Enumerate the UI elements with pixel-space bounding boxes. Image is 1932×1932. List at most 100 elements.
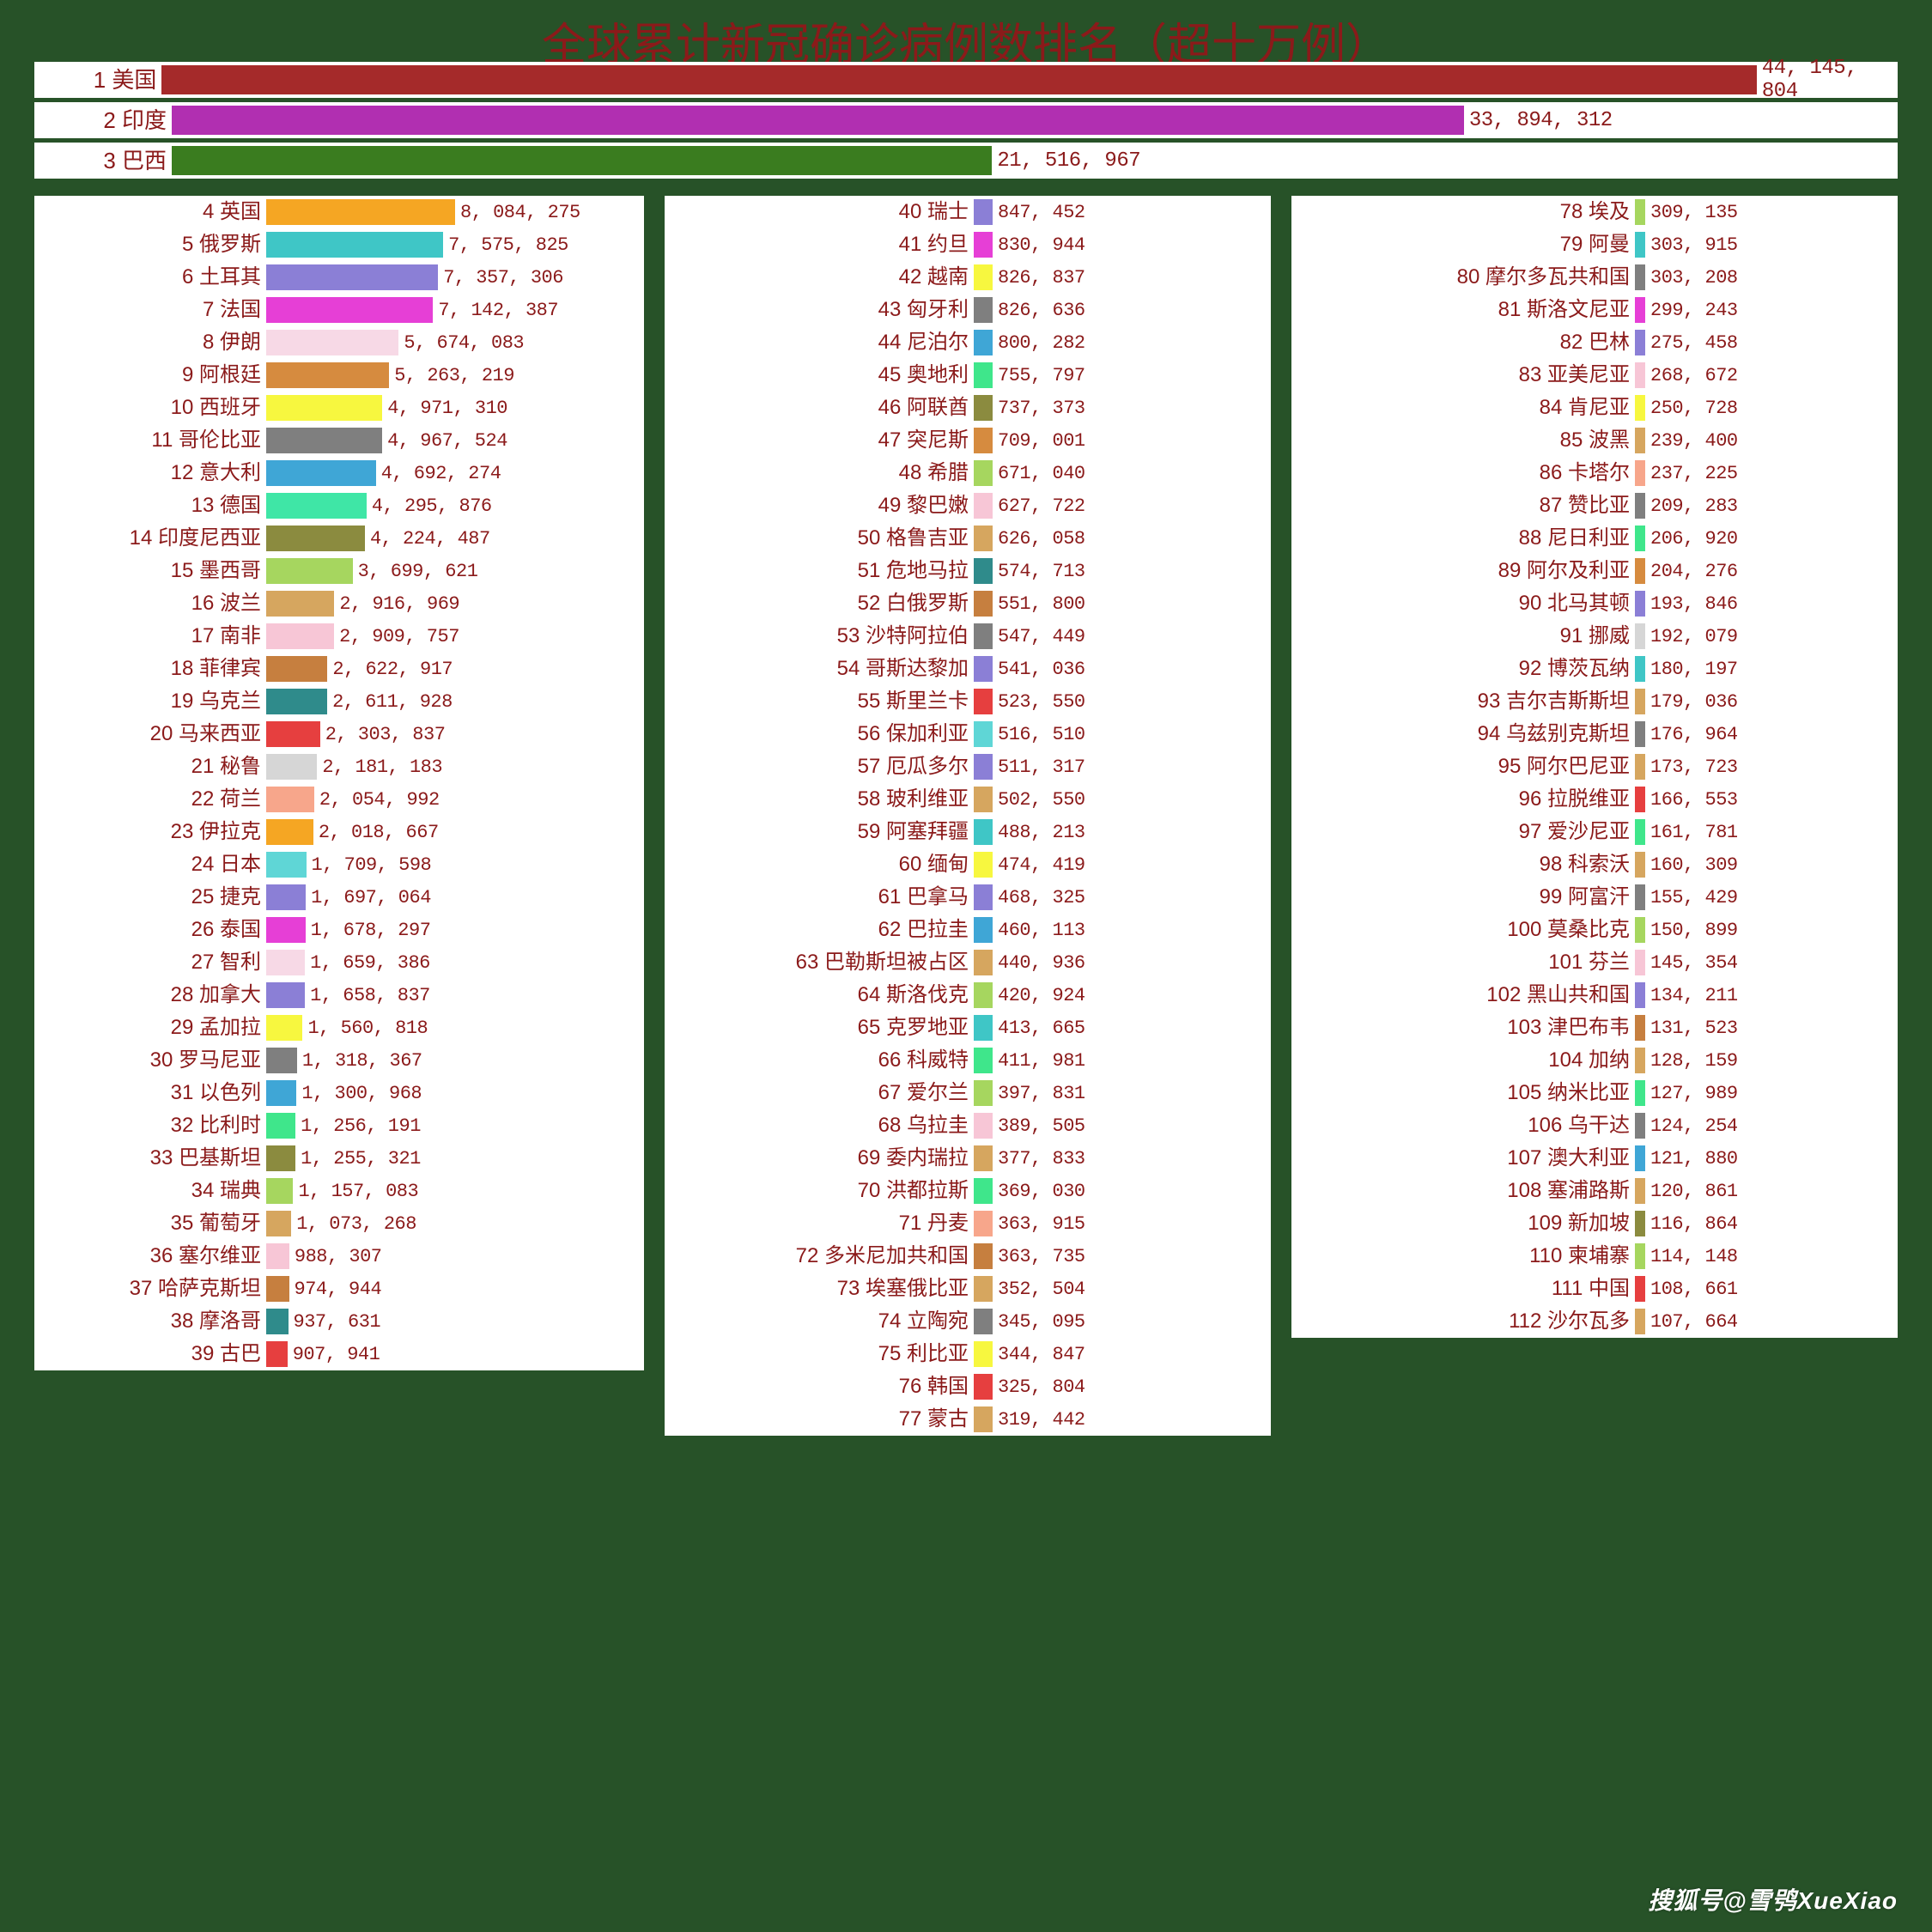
rank-label: 47 突尼斯 (665, 424, 974, 457)
rank-label: 85 波黑 (1291, 424, 1635, 457)
bar (974, 689, 993, 714)
chart-row: 21 秘鲁2, 181, 183 (34, 750, 644, 783)
chart-row: 78 埃及309, 135 (1291, 196, 1898, 228)
value-label: 145, 354 (1645, 952, 1738, 974)
value-label: 440, 936 (993, 952, 1085, 974)
rank-label: 94 乌兹别克斯坦 (1291, 718, 1635, 750)
bar (1635, 982, 1645, 1008)
chart-row: 106 乌干达124, 254 (1291, 1109, 1898, 1142)
chart-row: 61 巴拿马468, 325 (665, 881, 1271, 914)
bar (974, 1374, 993, 1400)
bar-wrap: 116, 864 (1635, 1207, 1898, 1240)
rank-label: 38 摩洛哥 (34, 1305, 266, 1338)
bar-wrap: 2, 909, 757 (266, 620, 644, 653)
bar-wrap: 830, 944 (974, 228, 1271, 261)
chart-row: 84 肯尼亚250, 728 (1291, 392, 1898, 424)
bar (1635, 656, 1645, 682)
rank-label: 108 塞浦路斯 (1291, 1175, 1635, 1207)
chart-row: 87 赞比亚209, 283 (1291, 489, 1898, 522)
rank-label: 40 瑞士 (665, 196, 974, 228)
value-label: 830, 944 (993, 234, 1085, 256)
rank-label: 97 爱沙尼亚 (1291, 816, 1635, 848)
value-label: 325, 804 (993, 1376, 1085, 1398)
bar (266, 721, 320, 747)
rank-label: 11 哥伦比亚 (34, 424, 266, 457)
chart-row: 19 乌克兰2, 611, 928 (34, 685, 644, 718)
bar (1635, 884, 1645, 910)
rank-label: 50 格鲁吉亚 (665, 522, 974, 555)
value-label: 709, 001 (993, 430, 1085, 452)
bar-wrap: 107, 664 (1635, 1305, 1898, 1338)
bar-wrap: 33, 894, 312 (172, 102, 1898, 138)
bar-wrap: 826, 837 (974, 261, 1271, 294)
value-label: 523, 550 (993, 691, 1085, 713)
chart-row: 71 丹麦363, 915 (665, 1207, 1271, 1240)
bar-wrap: 128, 159 (1635, 1044, 1898, 1077)
rank-label: 17 南非 (34, 620, 266, 653)
bar (974, 721, 993, 747)
value-label: 1, 560, 818 (302, 1018, 428, 1039)
rank-label: 7 法国 (34, 294, 266, 326)
value-label: 7, 357, 306 (438, 267, 563, 289)
rank-label: 83 亚美尼亚 (1291, 359, 1635, 392)
chart-row: 4 英国8, 084, 275 (34, 196, 644, 228)
value-label: 369, 030 (993, 1181, 1085, 1202)
rank-label: 73 埃塞俄比亚 (665, 1273, 974, 1305)
bar (974, 1243, 993, 1269)
bar-wrap: 192, 079 (1635, 620, 1898, 653)
rank-label: 91 挪威 (1291, 620, 1635, 653)
value-label: 671, 040 (993, 463, 1085, 484)
rank-label: 21 秘鲁 (34, 750, 266, 783)
bar (266, 526, 365, 551)
rank-label: 109 新加坡 (1291, 1207, 1635, 1240)
bar-wrap: 440, 936 (974, 946, 1271, 979)
top3-row: 1 美国44, 145, 804 (34, 62, 1898, 98)
bar (974, 460, 993, 486)
chart-row: 7 法国7, 142, 387 (34, 294, 644, 326)
columns-area: 4 英国8, 084, 2755 俄罗斯7, 575, 8256 土耳其7, 3… (34, 196, 1898, 1436)
bar (172, 146, 992, 175)
rank-label: 16 波兰 (34, 587, 266, 620)
bar-wrap: 1, 709, 598 (266, 848, 644, 881)
chart-row: 105 纳米比亚127, 989 (1291, 1077, 1898, 1109)
chart-row: 110 柬埔寨114, 148 (1291, 1240, 1898, 1273)
value-label: 124, 254 (1645, 1115, 1738, 1137)
chart-row: 51 危地马拉574, 713 (665, 555, 1271, 587)
rank-label: 112 沙尔瓦多 (1291, 1305, 1635, 1338)
rank-label: 27 智利 (34, 946, 266, 979)
chart-row: 44 尼泊尔800, 282 (665, 326, 1271, 359)
rank-label: 80 摩尔多瓦共和国 (1291, 261, 1635, 294)
chart-row: 12 意大利4, 692, 274 (34, 457, 644, 489)
value-label: 551, 800 (993, 593, 1085, 615)
bar (1635, 1276, 1645, 1302)
rank-label: 74 立陶宛 (665, 1305, 974, 1338)
rank-label: 30 罗马尼亚 (34, 1044, 266, 1077)
value-label: 468, 325 (993, 887, 1085, 908)
bar-wrap: 474, 419 (974, 848, 1271, 881)
bar (161, 65, 1757, 94)
value-label: 541, 036 (993, 659, 1085, 680)
bar-wrap: 5, 263, 219 (266, 359, 644, 392)
bar (266, 1113, 295, 1139)
bar-wrap: 502, 550 (974, 783, 1271, 816)
bar (1635, 1243, 1645, 1269)
chart-row: 86 卡塔尔237, 225 (1291, 457, 1898, 489)
rank-label: 88 尼日利亚 (1291, 522, 1635, 555)
rank-label: 101 芬兰 (1291, 946, 1635, 979)
bar-wrap: 826, 636 (974, 294, 1271, 326)
bar-wrap: 345, 095 (974, 1305, 1271, 1338)
chart-row: 107 澳大利亚121, 880 (1291, 1142, 1898, 1175)
rank-label: 62 巴拉圭 (665, 914, 974, 946)
value-label: 309, 135 (1645, 202, 1738, 223)
value-label: 413, 665 (993, 1018, 1085, 1039)
bar-wrap: 4, 971, 310 (266, 392, 644, 424)
bar-wrap: 411, 981 (974, 1044, 1271, 1077)
bar (974, 623, 993, 649)
bar (974, 1145, 993, 1171)
chart-row: 48 希腊671, 040 (665, 457, 1271, 489)
chart-row: 59 阿塞拜疆488, 213 (665, 816, 1271, 848)
bar (1635, 689, 1645, 714)
value-label: 474, 419 (993, 854, 1085, 876)
value-label: 2, 303, 837 (320, 724, 446, 745)
rank-label: 86 卡塔尔 (1291, 457, 1635, 489)
